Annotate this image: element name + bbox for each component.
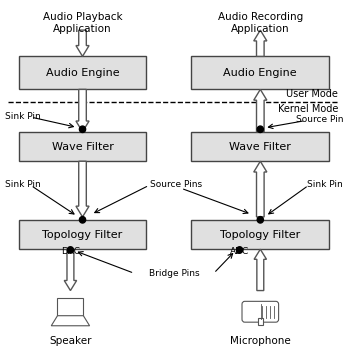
Text: Wave Filter: Wave Filter bbox=[229, 142, 291, 152]
Text: Bridge Pins: Bridge Pins bbox=[149, 269, 199, 278]
Polygon shape bbox=[76, 30, 89, 56]
Text: Topology Filter: Topology Filter bbox=[42, 230, 122, 240]
Text: Sink Pin: Sink Pin bbox=[5, 180, 41, 189]
Bar bbox=[19, 56, 147, 89]
Text: Audio Recording
Application: Audio Recording Application bbox=[218, 12, 303, 34]
Polygon shape bbox=[254, 161, 267, 217]
Bar bbox=[19, 132, 147, 161]
Bar bbox=[57, 298, 84, 316]
Text: Source Pins: Source Pins bbox=[150, 180, 202, 189]
Text: ADC: ADC bbox=[230, 247, 249, 256]
Polygon shape bbox=[51, 316, 89, 326]
Text: Topology Filter: Topology Filter bbox=[220, 230, 300, 240]
Circle shape bbox=[79, 126, 86, 132]
Circle shape bbox=[257, 216, 263, 223]
Text: Audio Engine: Audio Engine bbox=[223, 68, 297, 78]
FancyBboxPatch shape bbox=[242, 301, 279, 322]
Text: Audio Engine: Audio Engine bbox=[46, 68, 119, 78]
Polygon shape bbox=[254, 249, 267, 291]
Polygon shape bbox=[64, 249, 77, 291]
Bar bbox=[191, 56, 329, 89]
Circle shape bbox=[67, 247, 73, 253]
Bar bbox=[19, 220, 147, 249]
Circle shape bbox=[257, 126, 263, 132]
Polygon shape bbox=[76, 161, 89, 217]
Text: Speaker: Speaker bbox=[49, 336, 92, 346]
Text: DAC: DAC bbox=[61, 247, 80, 256]
Bar bbox=[191, 220, 329, 249]
Text: User Mode: User Mode bbox=[286, 89, 338, 99]
Text: Audio Playback
Application: Audio Playback Application bbox=[43, 12, 122, 34]
Text: Sink Pin: Sink Pin bbox=[307, 180, 343, 189]
Text: Sink Pin: Sink Pin bbox=[5, 112, 41, 121]
Polygon shape bbox=[254, 30, 267, 56]
Circle shape bbox=[79, 216, 86, 223]
Polygon shape bbox=[254, 89, 267, 132]
Bar bbox=[191, 132, 329, 161]
Bar bbox=[258, 318, 263, 325]
Circle shape bbox=[237, 247, 243, 253]
Polygon shape bbox=[76, 89, 89, 132]
Text: Wave Filter: Wave Filter bbox=[52, 142, 113, 152]
Text: Microphone: Microphone bbox=[230, 336, 291, 346]
Text: Kernel Mode: Kernel Mode bbox=[278, 104, 338, 114]
Text: Source Pin: Source Pin bbox=[296, 115, 343, 125]
